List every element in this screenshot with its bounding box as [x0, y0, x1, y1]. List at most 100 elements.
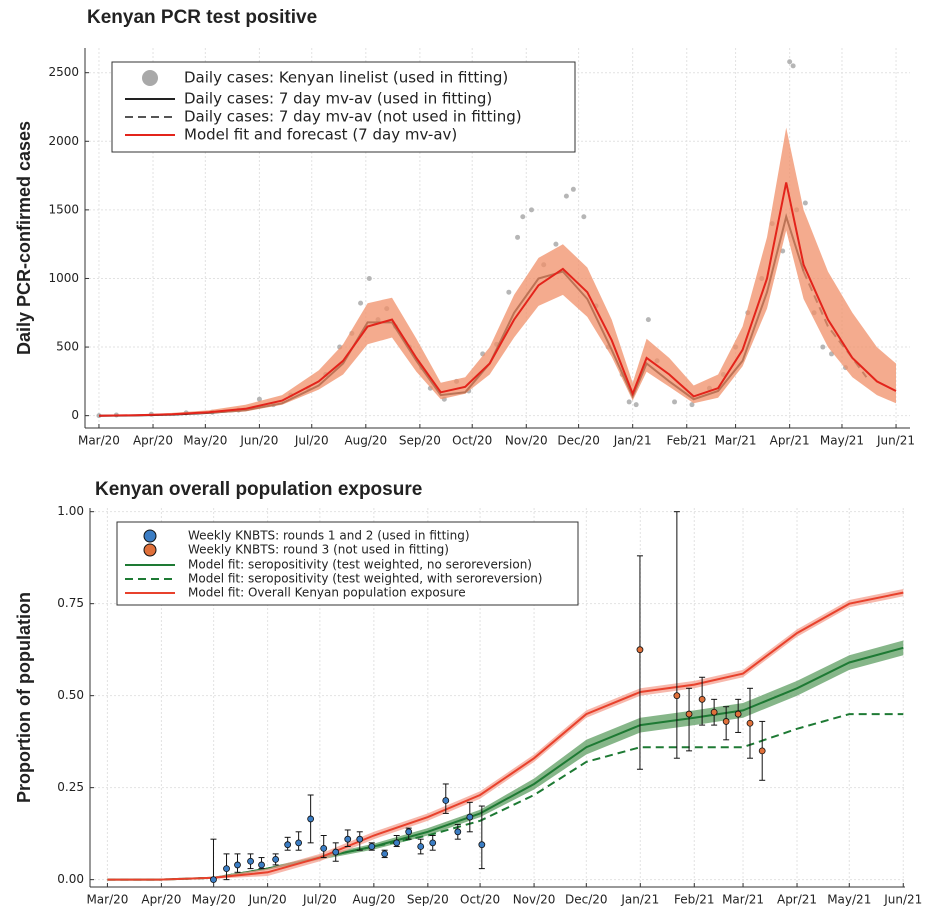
point	[790, 63, 796, 69]
point	[515, 234, 521, 240]
y-tick-label: 1000	[48, 271, 79, 285]
x-tick-label: Mar/20	[78, 434, 120, 448]
y-tick-label: 0.00	[57, 872, 84, 886]
point	[626, 399, 632, 405]
x-tick-label: May/21	[827, 893, 871, 907]
x-tick-label: Feb/21	[674, 893, 715, 907]
x-tick-label: Mar/20	[86, 893, 128, 907]
x-tick-label: Oct/20	[452, 434, 492, 448]
point	[506, 289, 512, 295]
point	[368, 843, 376, 850]
x-tick-label: Jun/21	[876, 434, 915, 448]
legend-box	[111, 61, 576, 153]
point	[698, 695, 706, 703]
point	[284, 841, 292, 849]
point	[358, 300, 364, 306]
legend-box	[116, 521, 579, 606]
x-tick-label: Jun/20	[239, 434, 278, 448]
point	[645, 317, 651, 323]
y-tick-label: 1500	[48, 202, 79, 216]
point	[689, 402, 695, 408]
chart-title: Kenyan overall population exposure	[95, 479, 422, 500]
x-tick-label: Jul/20	[294, 434, 329, 448]
x-tick-label: Sep/20	[399, 434, 441, 448]
x-tick-label: Apr/21	[770, 434, 810, 448]
line	[107, 591, 904, 881]
x-tick-label: Jan/21	[613, 434, 652, 448]
point	[393, 839, 401, 847]
point	[272, 856, 280, 863]
confidence-band	[107, 640, 904, 880]
legend-label: Model fit and forecast (7 day mv-av)	[184, 126, 457, 144]
x-tick-label: Mar/21	[715, 434, 757, 448]
y-axis-label: Proportion of population	[14, 592, 34, 803]
point	[710, 708, 718, 716]
legend-label: Weekly KNBTS: rounds 1 and 2 (used in fi…	[188, 529, 470, 543]
point	[234, 861, 241, 869]
point	[295, 839, 303, 847]
point	[570, 186, 576, 192]
line	[107, 646, 904, 881]
legend-label: Daily cases: Kenyan linelist (used in fi…	[184, 69, 508, 87]
y-tick-label: 0.25	[57, 780, 84, 794]
x-tick-label: Jun/21	[883, 893, 922, 907]
point	[529, 207, 535, 213]
point	[466, 813, 474, 821]
x-tick-label: Aug/20	[352, 893, 395, 907]
point	[405, 828, 413, 836]
point	[381, 850, 389, 858]
point	[563, 193, 569, 199]
x-tick-label: Apr/21	[777, 893, 817, 907]
point	[223, 865, 230, 873]
point	[247, 857, 254, 865]
legend-marker	[142, 70, 158, 86]
legend-label: Model fit: seropositivity (test weighted…	[188, 558, 532, 572]
y-tick-label: 2500	[48, 65, 79, 79]
x-tick-label: Jul/20	[302, 893, 337, 907]
point	[672, 399, 678, 405]
point	[332, 848, 340, 856]
legend-marker	[143, 529, 157, 543]
point	[258, 861, 265, 869]
x-tick-label: Feb/21	[666, 434, 707, 448]
y-axis-label: Daily PCR-confirmed cases	[14, 121, 34, 355]
legend-label: Weekly KNBTS: round 3 (not used in fitti…	[188, 543, 449, 557]
x-tick-label: Mar/21	[722, 893, 764, 907]
legend-marker	[143, 543, 157, 557]
point	[356, 835, 364, 843]
point	[802, 200, 808, 206]
x-tick-label: Dec/20	[565, 893, 608, 907]
x-tick-label: Apr/20	[141, 893, 181, 907]
point	[581, 214, 587, 220]
line	[98, 182, 897, 417]
x-tick-label: Nov/20	[513, 893, 556, 907]
point	[429, 839, 437, 847]
legend-label: Model fit: Overall Kenyan population exp…	[188, 586, 466, 600]
point	[417, 843, 425, 850]
point	[633, 402, 639, 408]
x-tick-label: Aug/20	[344, 434, 387, 448]
y-tick-label: 1.00	[57, 504, 84, 518]
point	[442, 797, 450, 804]
point	[307, 815, 315, 823]
point	[636, 646, 644, 654]
confidence-band	[99, 127, 896, 416]
x-tick-label: Apr/20	[133, 434, 173, 448]
point	[685, 710, 693, 718]
point	[96, 413, 102, 419]
point	[758, 747, 766, 755]
x-tick-label: Nov/20	[505, 434, 548, 448]
point	[722, 718, 730, 725]
x-tick-label: May/20	[183, 434, 227, 448]
y-tick-label: 0	[71, 408, 79, 422]
chart: Kenyan overall population exposure Propor…	[14, 479, 923, 906]
x-tick-label: Sep/20	[407, 893, 449, 907]
y-tick-label: 0.50	[57, 688, 84, 702]
y-tick-label: 0.75	[57, 596, 84, 610]
x-tick-label: Jan/21	[620, 893, 659, 907]
legend-label: Daily cases: 7 day mv-av (used in fittin…	[184, 90, 492, 108]
point	[673, 692, 681, 700]
chart: Kenyan PCR test positive Daily PCR-confir…	[14, 7, 915, 447]
point	[256, 396, 262, 402]
